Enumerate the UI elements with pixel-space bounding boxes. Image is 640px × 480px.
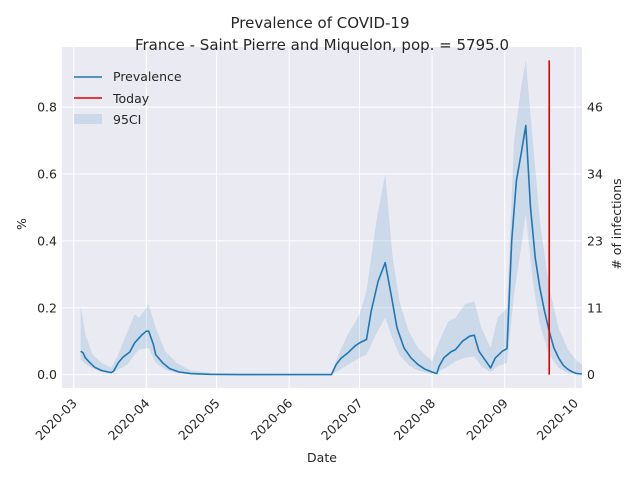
grid-lines (62, 47, 582, 388)
legend-label-today: Today (112, 91, 150, 106)
right-axis-label: # of infections (609, 178, 624, 269)
x-axis-ticks: 2020-03 2020-04 2020-05 2020-06 2020-07 2020-… (32, 395, 581, 443)
right-tick-label: 23 (587, 233, 603, 248)
chart-subtitle: France - Saint Pierre and Miquelon, pop.… (135, 36, 509, 54)
y-tick-label: 0.2 (37, 300, 57, 315)
legend-swatch-ci (74, 114, 102, 124)
prevalence-line (80, 124, 583, 376)
right-tick-label: 46 (587, 100, 603, 115)
legend-label-ci: 95CI (113, 112, 141, 127)
y-tick-label: 0.6 (37, 167, 57, 182)
x-tick-label: 2020-04 (105, 395, 153, 443)
legend: Prevalence Today 95CI (74, 69, 182, 127)
x-tick-label: 2020-10 (534, 395, 582, 443)
ci-band (80, 60, 582, 375)
y-axis-label: % (14, 218, 29, 230)
x-tick-label: 2020-08 (391, 395, 439, 443)
y-tick-label: 0.8 (37, 100, 57, 115)
right-tick-label: 11 (587, 300, 603, 315)
x-tick-label: 2020-03 (32, 396, 80, 444)
x-tick-label: 2020-07 (318, 396, 366, 444)
chart-title: Prevalence of COVID-19 (230, 14, 409, 32)
y-axis-ticks: 0.0 0.2 0.4 0.6 0.8 (37, 100, 57, 382)
x-axis-label: Date (307, 450, 337, 465)
x-tick-label: 2020-09 (463, 395, 511, 443)
right-tick-label: 34 (587, 167, 603, 182)
right-axis-ticks: 0 11 23 34 46 (587, 100, 603, 382)
right-tick-label: 0 (587, 367, 595, 382)
x-tick-label: 2020-05 (175, 396, 223, 444)
y-tick-label: 0.4 (37, 233, 57, 248)
legend-label-prevalence: Prevalence (113, 69, 182, 84)
x-tick-label: 2020-06 (248, 395, 296, 443)
y-tick-label: 0.0 (37, 367, 57, 382)
